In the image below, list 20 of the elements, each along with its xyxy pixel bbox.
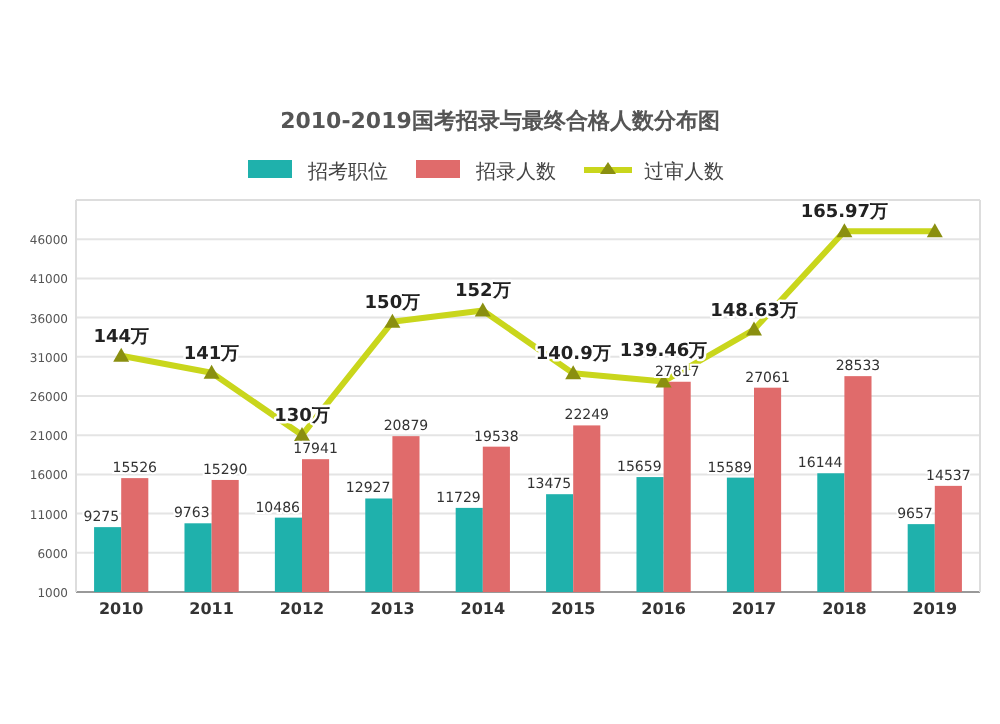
x-tick-label: 2015	[550, 600, 597, 618]
data-label: 141万	[183, 344, 240, 365]
data-label: 150万	[364, 293, 421, 314]
x-tick-label: 2017	[731, 600, 777, 618]
x-tick-label: 2016	[641, 600, 687, 618]
x-tick-label: 2019	[912, 600, 958, 618]
x-tick-label: 2011	[189, 600, 235, 618]
chart-title: 2010-2019国考招录与最终合格人数分布图	[280, 108, 720, 134]
data-label: 165.97万	[800, 203, 889, 224]
legend-label: 招录人数	[474, 160, 556, 184]
x-tick-label: 2010	[98, 600, 145, 618]
data-label: 152万	[455, 282, 511, 303]
legend-label: 过审人数	[644, 160, 724, 184]
x-tick-label: 2014	[460, 600, 506, 618]
data-label: 139.46万	[619, 341, 708, 362]
x-tick-label: 2013	[370, 600, 415, 618]
x-tick-label: 2018	[822, 600, 868, 618]
legend-label: 招考职位	[306, 160, 388, 184]
data-label: 144万	[93, 327, 149, 348]
x-tick-label: 2012	[279, 600, 325, 618]
